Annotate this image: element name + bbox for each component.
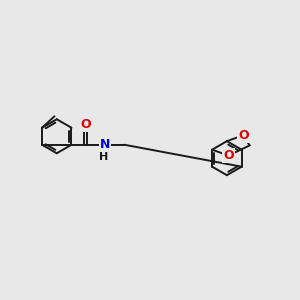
Text: O: O bbox=[223, 149, 234, 162]
Text: O: O bbox=[238, 129, 249, 142]
Text: N: N bbox=[100, 138, 110, 151]
Text: H: H bbox=[99, 152, 109, 162]
Text: O: O bbox=[81, 118, 91, 131]
